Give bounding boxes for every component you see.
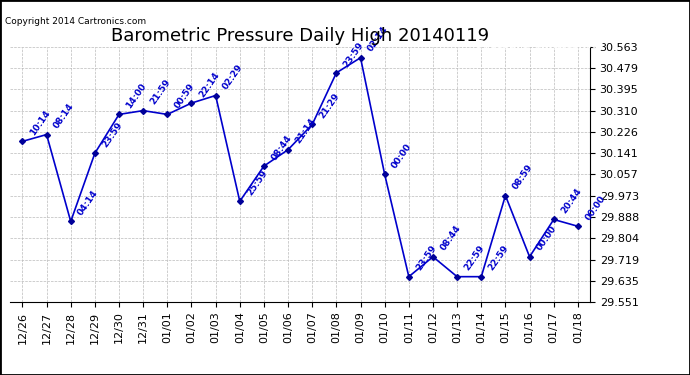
- Text: 02:29: 02:29: [221, 63, 245, 92]
- Text: 08:44: 08:44: [439, 224, 462, 253]
- Text: 23:59: 23:59: [342, 40, 366, 69]
- Text: Copyright 2014 Cartronics.com: Copyright 2014 Cartronics.com: [5, 18, 146, 27]
- Text: 22:14: 22:14: [197, 70, 221, 99]
- Text: 04:14: 04:14: [77, 189, 100, 218]
- Text: 08:59: 08:59: [511, 163, 535, 191]
- Text: 22:59: 22:59: [463, 244, 486, 273]
- Text: 00:00: 00:00: [584, 194, 607, 222]
- Text: 00:59: 00:59: [173, 82, 197, 110]
- Text: 23:59: 23:59: [415, 244, 438, 273]
- Text: 23:59: 23:59: [101, 120, 124, 149]
- Text: 20:44: 20:44: [560, 187, 583, 215]
- Text: 21:59: 21:59: [149, 78, 172, 106]
- Text: 14:00: 14:00: [125, 82, 148, 110]
- Text: 08:14: 08:14: [52, 102, 76, 130]
- Text: 02:14: 02:14: [366, 25, 390, 54]
- Title: Barometric Pressure Daily High 20140119: Barometric Pressure Daily High 20140119: [111, 27, 489, 45]
- Text: 22:59: 22:59: [487, 244, 511, 273]
- Text: 21:29: 21:29: [318, 92, 342, 120]
- Text: 21:14: 21:14: [294, 117, 317, 146]
- Text: 10:14: 10:14: [28, 109, 52, 137]
- Text: 08:44: 08:44: [270, 133, 293, 162]
- Text: 25:59: 25:59: [246, 168, 269, 197]
- Text: 00:00: 00:00: [535, 224, 559, 253]
- Text: 00:00: 00:00: [391, 142, 414, 170]
- Text: Pressure  (Inches/Hg): Pressure (Inches/Hg): [477, 40, 603, 50]
